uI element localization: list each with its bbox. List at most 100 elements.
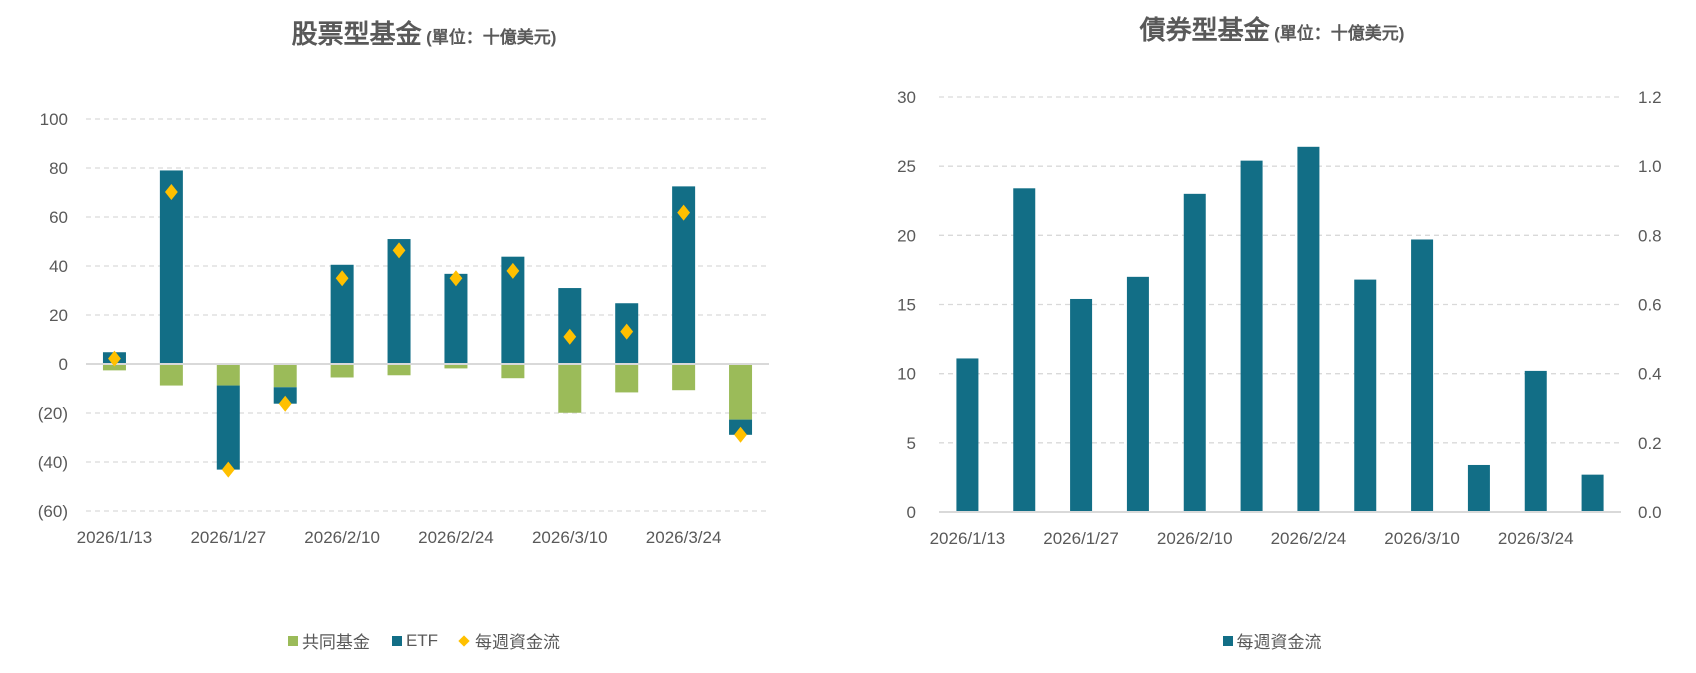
y-tick-label: 20	[49, 306, 68, 325]
mutual-fund-bar	[216, 364, 240, 386]
etf-bar	[159, 170, 183, 364]
chart-title-unit: (單位：十億美元)	[1274, 24, 1405, 43]
chart-title-main: 債券型基金	[1139, 15, 1270, 45]
diamond-icon	[458, 634, 470, 647]
legend-label: 每週資金流	[475, 633, 561, 652]
legend-item-etf[interactable]: ETF	[391, 628, 439, 653]
legend-swatch	[1222, 635, 1233, 646]
weekly-flow-marker	[620, 323, 634, 340]
x-tick-label: 2026/3/10	[1384, 529, 1460, 548]
y-tick-label: 0	[907, 503, 916, 522]
y-tick-label: 40	[49, 257, 68, 276]
x-tick-label: 2026/1/27	[1043, 529, 1119, 548]
y-tick-label: 100	[40, 110, 68, 129]
x-tick-label: 2026/3/24	[1498, 529, 1574, 548]
weekly-flow-bar	[1297, 146, 1320, 513]
chart-title-main: 股票型基金	[291, 19, 422, 49]
weekly-flow-marker	[278, 395, 292, 412]
weekly-flow-bar	[1126, 276, 1149, 512]
y2-tick-label: 0.8	[1638, 226, 1662, 245]
equity-fund-chart: 股票型基金 (單位：十億美元) 100 80 60 40 20 0 (20) (40) (60)…	[0, 14, 848, 653]
etf-bar	[216, 385, 240, 470]
bond-plot-area: 30 25 20 15 10 5 0 1.2 1.0 0.8 0.6 0.4 0.2 0.0 2026/1/…	[897, 88, 1662, 548]
weekly-flow-bar	[956, 358, 979, 512]
legend: 每週資金流	[848, 628, 1696, 653]
mutual-fund-bar	[102, 364, 126, 371]
y-tick-label: 30	[897, 88, 916, 107]
y-tick-label: 10	[897, 365, 916, 384]
weekly-flow-bar	[1183, 193, 1206, 513]
etf-bar	[558, 288, 582, 364]
legend-item-mutual-fund[interactable]: 共同基金	[287, 628, 370, 653]
y-tick-label: 0	[59, 355, 68, 374]
legend-label: ETF	[405, 630, 439, 650]
mutual-fund-bar	[330, 364, 354, 378]
y-tick-label: (20)	[38, 404, 68, 423]
weekly-flow-marker	[335, 270, 349, 287]
y2-tick-label: 0.2	[1638, 434, 1662, 453]
legend-label: 每週資金流	[1236, 633, 1322, 652]
x-tick-label: 2026/1/13	[77, 528, 153, 547]
weekly-flow-bar	[1240, 160, 1263, 512]
mutual-fund-bar	[159, 364, 183, 386]
mutual-fund-bar	[729, 364, 753, 420]
weekly-flow-marker	[164, 184, 178, 201]
x-tick-label: 2026/2/10	[304, 528, 380, 547]
legend-swatch	[287, 635, 298, 646]
y-tick-label: 60	[49, 208, 68, 227]
y-tick-label: (60)	[38, 502, 68, 521]
x-tick-label: 2026/2/24	[1271, 529, 1347, 548]
weekly-flow-bar	[1467, 464, 1490, 512]
mutual-fund-bar	[273, 364, 297, 388]
y2-tick-label: 0.0	[1638, 503, 1662, 522]
x-tick-label: 2026/3/10	[532, 528, 608, 547]
mutual-fund-bar	[672, 364, 696, 391]
weekly-flow-marker	[734, 426, 747, 443]
mutual-fund-bar	[501, 364, 525, 379]
chart-title: 債券型基金 (單位：十億美元)	[848, 10, 1696, 47]
weekly-flow-marker	[392, 242, 406, 259]
x-tick-label: 2026/3/24	[646, 528, 722, 547]
x-tick-label: 2026/2/24	[418, 528, 494, 547]
chart-title-unit: (單位：十億美元)	[426, 28, 557, 47]
etf-bar	[444, 273, 468, 364]
legend-swatch	[391, 635, 402, 646]
x-tick-label: 2026/2/10	[1157, 529, 1233, 548]
weekly-flow-marker	[506, 262, 520, 279]
mutual-fund-bar	[387, 364, 411, 376]
chart-title: 股票型基金 (單位：十億美元)	[0, 14, 848, 51]
x-tick-label: 2026/1/27	[190, 528, 266, 547]
mutual-fund-bar	[615, 364, 639, 393]
legend-label: 共同基金	[301, 633, 370, 652]
y-tick-label: 25	[897, 157, 916, 176]
y-tick-label: (40)	[38, 453, 68, 472]
mutual-fund-bar	[558, 364, 582, 413]
weekly-flow-bar	[1354, 279, 1377, 512]
etf-bar	[273, 387, 297, 404]
y-tick-label: 5	[907, 434, 916, 453]
weekly-flow-marker	[449, 270, 463, 287]
y2-tick-label: 0.6	[1638, 296, 1662, 315]
y-tick-label: 80	[49, 159, 68, 178]
y-tick-label: 20	[897, 226, 916, 245]
equity-plot-area: 100 80 60 40 20 0 (20) (40) (60) 2026/1/13 2026/1/…	[38, 110, 769, 547]
weekly-flow-marker	[563, 328, 577, 345]
etf-bar	[387, 239, 411, 364]
weekly-flow-bar	[1524, 370, 1547, 512]
bond-fund-chart: 債券型基金 (單位：十億美元) 30 25 20 15 10 5 0 1.2 1.0 0.8 0.6…	[848, 0, 1696, 673]
x-tick-label: 2026/1/13	[930, 529, 1006, 548]
y-tick-label: 15	[897, 296, 916, 315]
y2-tick-label: 1.2	[1638, 88, 1662, 107]
weekly-flow-marker	[677, 204, 691, 221]
weekly-flow-bar	[1070, 298, 1093, 512]
y2-tick-label: 1.0	[1638, 157, 1662, 176]
legend-item-weekly-flow[interactable]: 每週資金流	[1222, 628, 1322, 653]
weekly-flow-bar	[1581, 474, 1604, 512]
legend: 共同基金 ETF 每週資金流	[0, 628, 848, 653]
weekly-flow-bar	[1411, 239, 1434, 512]
y2-tick-label: 0.4	[1638, 365, 1662, 384]
weekly-flow-marker	[108, 350, 121, 367]
weekly-flow-marker	[221, 461, 235, 478]
legend-item-weekly-flow[interactable]: 每週資金流	[458, 628, 561, 653]
weekly-flow-bar	[1013, 188, 1036, 513]
